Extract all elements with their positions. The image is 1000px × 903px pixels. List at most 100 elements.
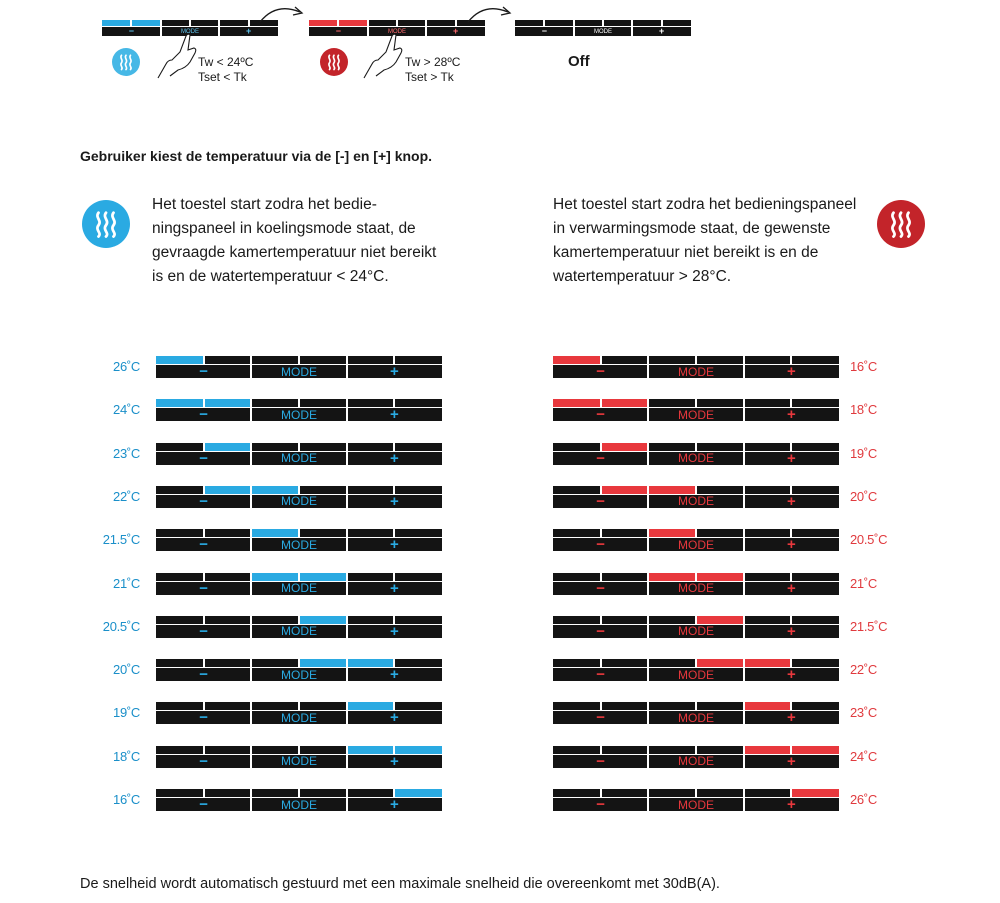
minus-button[interactable]: − [199, 796, 209, 813]
mode-button[interactable]: MODE [280, 754, 317, 769]
minus-button[interactable]: − [596, 622, 606, 640]
minus-button[interactable]: − [199, 449, 209, 467]
mode-button[interactable]: MODE [677, 710, 714, 725]
panel-divider [553, 493, 839, 495]
mode-button[interactable]: MODE [280, 494, 317, 509]
mode-button[interactable]: MODE [280, 797, 317, 812]
mode-button[interactable]: MODE [387, 28, 406, 35]
plus-button[interactable]: + [389, 579, 399, 597]
minus-button[interactable]: − [596, 752, 606, 770]
panel-divider [202, 615, 205, 624]
panel-divider [599, 529, 602, 538]
minus-button[interactable]: − [128, 26, 134, 36]
panel-divider [647, 442, 650, 465]
temperature-label: 20˚C [850, 488, 877, 504]
mode-button[interactable]: MODE [677, 537, 714, 552]
plus-button[interactable]: + [389, 796, 399, 813]
plus-button[interactable]: + [453, 26, 459, 36]
plus-button[interactable]: + [786, 752, 796, 770]
minus-button[interactable]: − [596, 666, 606, 684]
minus-button[interactable]: − [199, 752, 209, 770]
plus-button[interactable]: + [786, 622, 796, 640]
minus-button[interactable]: − [596, 492, 606, 510]
minus-button[interactable]: − [596, 796, 606, 813]
mode-button[interactable]: MODE [677, 754, 714, 769]
plus-button[interactable]: + [389, 709, 399, 727]
mode-button[interactable]: MODE [180, 28, 199, 35]
mode-button[interactable]: MODE [280, 710, 317, 725]
panel-divider [742, 399, 745, 422]
plus-button[interactable]: + [389, 449, 399, 467]
mode-button[interactable]: MODE [593, 28, 612, 35]
lit-segment [648, 529, 696, 538]
minus-button[interactable]: − [596, 363, 606, 380]
plus-button[interactable]: + [786, 666, 796, 684]
mode-button[interactable]: MODE [677, 581, 714, 595]
plus-button[interactable]: + [389, 752, 399, 770]
panel-divider [337, 20, 340, 26]
cooling-line: is en de watertemperatuur < 24°C. [152, 268, 389, 285]
cooling-panel-row: − MODE + [156, 442, 442, 467]
panel-divider [742, 356, 745, 378]
temperature-label: 16˚C [113, 792, 140, 807]
minus-button[interactable]: − [199, 406, 209, 424]
minus-button[interactable]: − [596, 406, 606, 424]
mode-button[interactable]: MODE [677, 624, 714, 639]
mode-button[interactable]: MODE [677, 451, 714, 466]
plus-button[interactable]: + [786, 709, 796, 727]
heating-panel-row: − MODE + [553, 789, 839, 813]
mode-button[interactable]: MODE [280, 364, 317, 379]
panel-divider [345, 659, 348, 682]
plus-button[interactable]: + [389, 666, 399, 684]
mode-button[interactable]: MODE [677, 364, 714, 379]
mode-button[interactable]: MODE [677, 797, 714, 812]
minus-button[interactable]: − [596, 449, 606, 467]
panel-divider [202, 399, 205, 408]
mode-button[interactable]: MODE [280, 407, 317, 422]
mode-button[interactable]: MODE [677, 407, 714, 422]
mode-button[interactable]: MODE [677, 494, 714, 509]
minus-button[interactable]: − [596, 536, 606, 554]
plus-button[interactable]: + [389, 536, 399, 554]
minus-button[interactable]: − [199, 666, 209, 684]
panel-divider [202, 745, 205, 754]
plus-button[interactable]: + [389, 363, 399, 380]
plus-button[interactable]: + [786, 363, 796, 380]
panel-divider [742, 615, 745, 638]
minus-button[interactable]: − [596, 579, 606, 597]
lit-segment [696, 572, 744, 581]
panel-divider [393, 702, 396, 711]
plus-button[interactable]: + [786, 579, 796, 597]
lit-segment [251, 529, 299, 538]
plus-button[interactable]: + [246, 26, 252, 36]
minus-button[interactable]: − [335, 26, 341, 36]
panel-divider [553, 537, 839, 539]
panel-divider [602, 20, 604, 26]
plus-button[interactable]: + [786, 796, 796, 813]
plus-button[interactable]: + [389, 492, 399, 510]
plus-button[interactable]: + [389, 406, 399, 424]
mode-button[interactable]: MODE [280, 451, 317, 466]
minus-button[interactable]: − [199, 579, 209, 597]
mode-button[interactable]: MODE [280, 624, 317, 639]
minus-button[interactable]: − [199, 709, 209, 727]
minus-button[interactable]: − [199, 363, 209, 380]
plus-button[interactable]: + [786, 406, 796, 424]
mode-button[interactable]: MODE [280, 667, 317, 682]
plus-button[interactable]: + [786, 449, 796, 467]
minus-button[interactable]: − [199, 492, 209, 510]
minus-button[interactable]: − [199, 536, 209, 554]
minus-button[interactable]: − [199, 622, 209, 640]
plus-button[interactable]: + [389, 622, 399, 640]
plus-button[interactable]: + [786, 492, 796, 510]
mode-button[interactable]: MODE [280, 537, 317, 552]
lit-segment [553, 399, 601, 408]
minus-button[interactable]: − [596, 709, 606, 727]
plus-button[interactable]: + [786, 536, 796, 554]
mode-button[interactable]: MODE [677, 667, 714, 682]
plus-button[interactable]: + [659, 26, 665, 36]
minus-button[interactable]: − [541, 26, 547, 36]
panel-divider [790, 702, 793, 711]
mode-button[interactable]: MODE [280, 581, 317, 595]
panel-divider [393, 745, 396, 754]
